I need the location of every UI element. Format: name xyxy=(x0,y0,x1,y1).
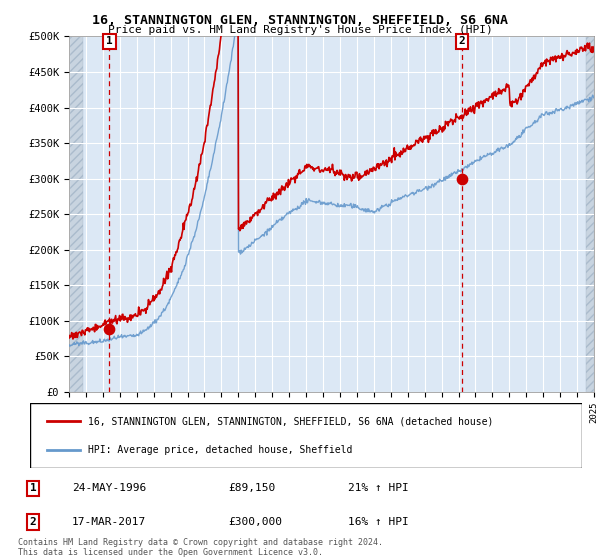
Text: 21% ↑ HPI: 21% ↑ HPI xyxy=(348,483,409,493)
FancyBboxPatch shape xyxy=(30,403,582,468)
Text: Price paid vs. HM Land Registry's House Price Index (HPI): Price paid vs. HM Land Registry's House … xyxy=(107,25,493,35)
Text: HPI: Average price, detached house, Sheffield: HPI: Average price, detached house, Shef… xyxy=(88,445,352,455)
Text: Contains HM Land Registry data © Crown copyright and database right 2024.
This d: Contains HM Land Registry data © Crown c… xyxy=(18,538,383,557)
Text: 24-MAY-1996: 24-MAY-1996 xyxy=(72,483,146,493)
Text: 2: 2 xyxy=(29,517,37,527)
Text: 1: 1 xyxy=(106,36,113,46)
Text: 16, STANNINGTON GLEN, STANNINGTON, SHEFFIELD, S6 6NA (detached house): 16, STANNINGTON GLEN, STANNINGTON, SHEFF… xyxy=(88,416,493,426)
Text: 1: 1 xyxy=(29,483,37,493)
Text: £300,000: £300,000 xyxy=(228,517,282,527)
Text: 17-MAR-2017: 17-MAR-2017 xyxy=(72,517,146,527)
Text: £89,150: £89,150 xyxy=(228,483,275,493)
Point xyxy=(104,324,114,333)
Text: 16, STANNINGTON GLEN, STANNINGTON, SHEFFIELD, S6 6NA: 16, STANNINGTON GLEN, STANNINGTON, SHEFF… xyxy=(92,14,508,27)
Text: 2: 2 xyxy=(458,36,466,46)
Point xyxy=(457,174,467,183)
Bar xyxy=(586,36,594,392)
Bar xyxy=(69,36,83,392)
Text: 16% ↑ HPI: 16% ↑ HPI xyxy=(348,517,409,527)
